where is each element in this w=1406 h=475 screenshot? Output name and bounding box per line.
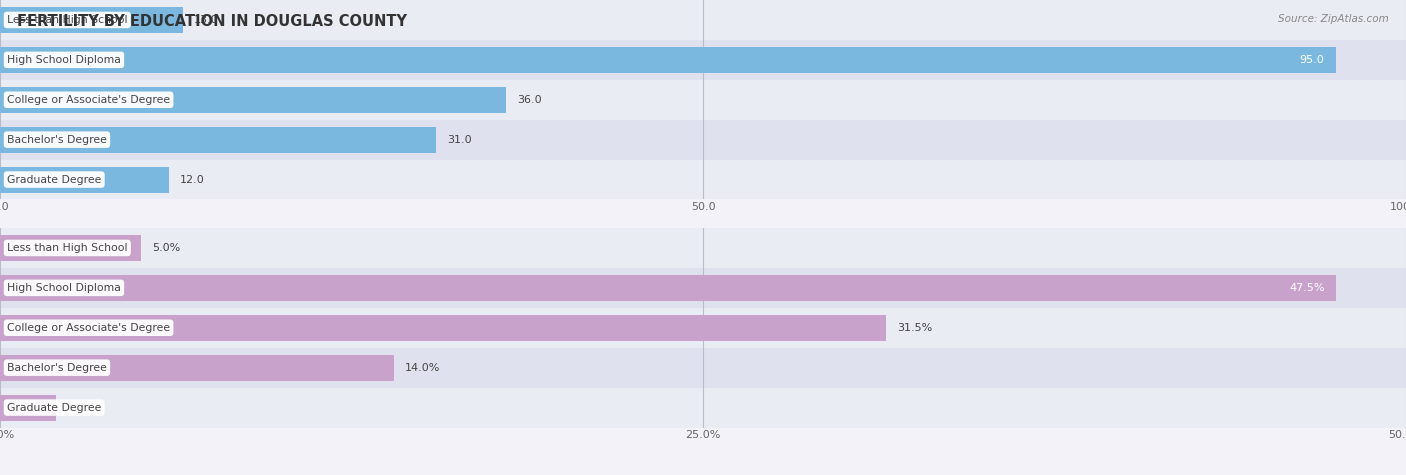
Bar — [0, 160, 1406, 200]
Text: Source: ZipAtlas.com: Source: ZipAtlas.com — [1278, 14, 1389, 24]
Bar — [0, 355, 394, 380]
Bar — [0, 388, 1406, 428]
Bar — [0, 395, 56, 420]
Text: 12.0: 12.0 — [180, 174, 205, 185]
Text: Less than High School: Less than High School — [7, 243, 128, 253]
Bar — [0, 47, 1336, 73]
Text: 13.0: 13.0 — [194, 15, 219, 25]
Bar — [0, 308, 1406, 348]
Bar — [0, 315, 886, 341]
Text: 47.5%: 47.5% — [1289, 283, 1324, 293]
Bar — [0, 275, 1336, 301]
Text: 14.0%: 14.0% — [405, 362, 440, 373]
Bar — [0, 40, 1406, 80]
Text: Graduate Degree: Graduate Degree — [7, 402, 101, 413]
Bar — [0, 87, 506, 113]
Text: FERTILITY BY EDUCATION IN DOUGLAS COUNTY: FERTILITY BY EDUCATION IN DOUGLAS COUNTY — [17, 14, 406, 29]
Bar — [0, 0, 1406, 40]
Text: 95.0: 95.0 — [1299, 55, 1324, 65]
Bar — [0, 7, 183, 33]
Text: 31.0: 31.0 — [447, 134, 472, 145]
Bar — [0, 127, 436, 152]
Text: 5.0%: 5.0% — [152, 243, 180, 253]
Text: 31.5%: 31.5% — [897, 323, 932, 333]
Text: College or Associate's Degree: College or Associate's Degree — [7, 323, 170, 333]
Text: Less than High School: Less than High School — [7, 15, 128, 25]
Text: Graduate Degree: Graduate Degree — [7, 174, 101, 185]
Text: 36.0: 36.0 — [517, 95, 543, 105]
Bar — [0, 268, 1406, 308]
Bar — [0, 235, 141, 261]
Bar — [0, 80, 1406, 120]
Text: 2.0%: 2.0% — [67, 402, 96, 413]
Text: High School Diploma: High School Diploma — [7, 55, 121, 65]
Text: High School Diploma: High School Diploma — [7, 283, 121, 293]
Text: Bachelor's Degree: Bachelor's Degree — [7, 134, 107, 145]
Text: College or Associate's Degree: College or Associate's Degree — [7, 95, 170, 105]
Text: Bachelor's Degree: Bachelor's Degree — [7, 362, 107, 373]
Bar — [0, 167, 169, 192]
Bar — [0, 348, 1406, 388]
Bar — [0, 120, 1406, 160]
Bar — [0, 228, 1406, 268]
